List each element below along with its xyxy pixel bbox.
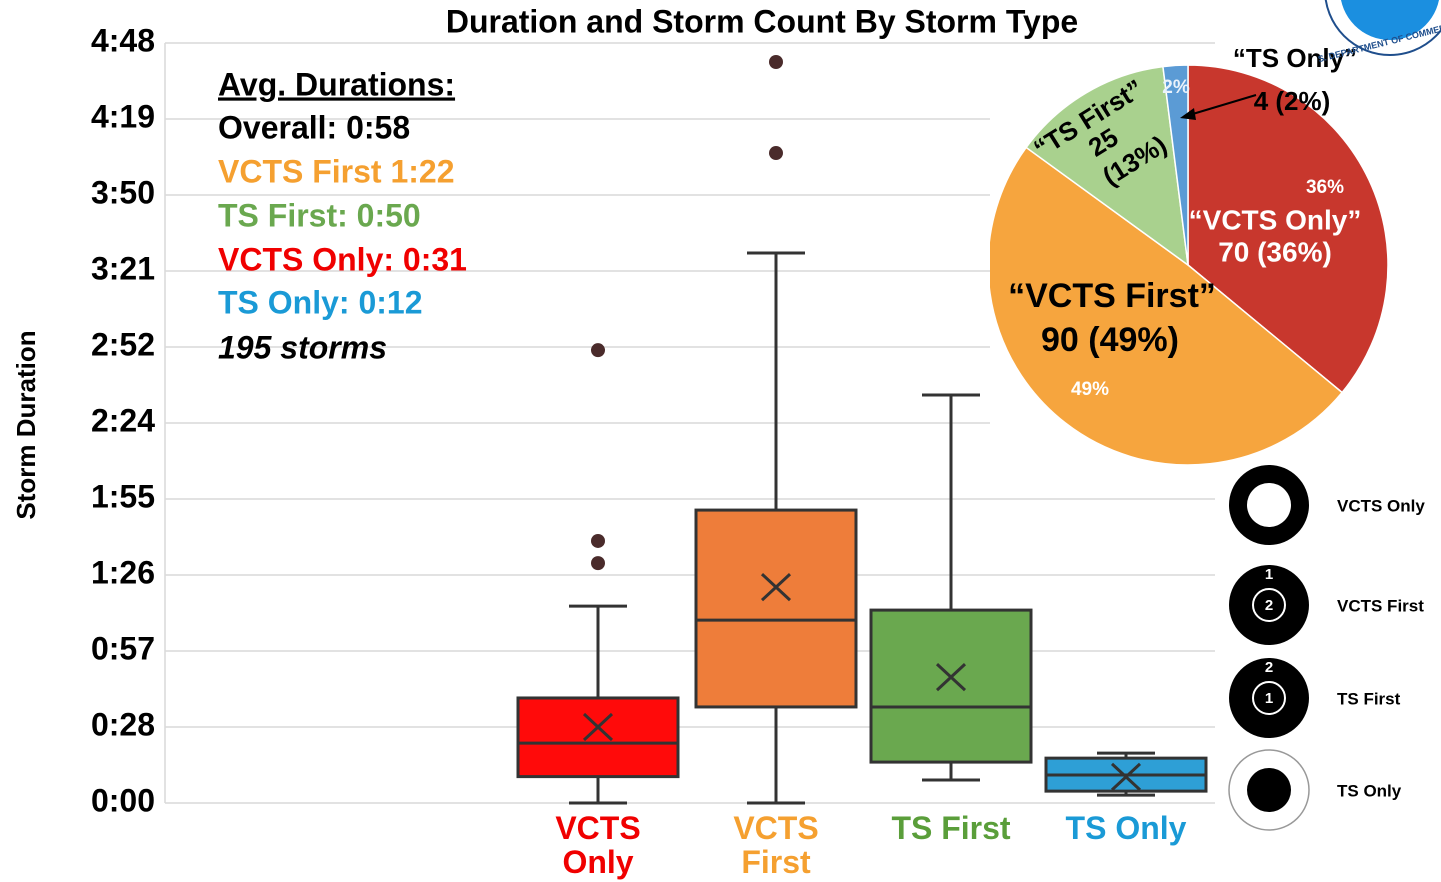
y-tick-label: 1:26: [91, 554, 155, 590]
outlier: [769, 55, 783, 69]
chart-title: Duration and Storm Count By Storm Type: [446, 3, 1078, 39]
slice-callout: 90 (49%): [1041, 321, 1179, 359]
annotation: 195 storms: [218, 329, 387, 365]
slice-percent: 36%: [1306, 177, 1344, 198]
icon-inner: [1252, 681, 1286, 715]
icon-inner-number: 1: [1265, 690, 1273, 707]
pie: [990, 64, 1441, 465]
y-tick-label: 4:19: [91, 98, 155, 134]
icon-inner: [1252, 588, 1286, 622]
annotation: Avg. Durations:: [218, 66, 455, 102]
annotation: VCTS Only: 0:31: [218, 241, 467, 277]
slice-name: “VCTS First”: [1008, 277, 1216, 315]
slice-callout: 70 (36%): [1218, 236, 1332, 267]
annotation: TS Only: 0:12: [218, 284, 423, 320]
x-tick-label: VCTS Only: [555, 810, 641, 880]
y-tick-label: 0:00: [91, 782, 155, 818]
icon-ring: [1229, 565, 1309, 645]
y-tick-label: 3:21: [91, 250, 155, 286]
slice-percent: 2%: [1162, 77, 1190, 98]
y-tick-label: 0:57: [91, 630, 155, 666]
logo-inner: [1341, 0, 1439, 40]
y-axis-label: Storm Duration: [11, 330, 41, 519]
slice-name: “VCTS Only”: [1189, 204, 1362, 235]
slice-callout: 4 (2%): [1254, 86, 1331, 116]
icon-core: [1247, 768, 1291, 812]
pie-slice: [990, 146, 1344, 465]
icon-hole: [1247, 483, 1291, 527]
pie-slice: [1187, 64, 1389, 394]
pie-slice: [1025, 65, 1189, 267]
mean-marker: [760, 573, 792, 602]
icon-inner-number: 2: [1265, 597, 1273, 614]
annotation: VCTS First 1:22: [218, 153, 455, 189]
annotation: Overall: 0:58: [218, 109, 410, 145]
legend-label: TS First: [1337, 689, 1401, 708]
mean-marker: [935, 663, 967, 692]
icon-outer-number: 2: [1265, 659, 1273, 676]
y-tick-label: 2:24: [91, 402, 155, 438]
mean-marker: [1110, 762, 1142, 791]
outlier: [769, 146, 783, 161]
x-tick-label: TS First: [891, 810, 1011, 846]
box: [694, 508, 858, 709]
legend-label: TS Only: [1337, 781, 1402, 800]
slice-percent: 49%: [1071, 379, 1109, 400]
mean-marker: [582, 712, 614, 742]
box: [516, 696, 680, 779]
outlier: [591, 343, 605, 358]
y-tick-label: 1:55: [91, 478, 155, 514]
y-tick-label: 2:52: [91, 326, 155, 362]
y-tick-label: 4:48: [91, 22, 155, 58]
y-tick-label: 0:28: [91, 706, 155, 742]
outlier: [591, 533, 605, 548]
icon-outer-number: 1: [1265, 566, 1273, 583]
x-tick-label: VCTS First: [733, 810, 819, 880]
pie-slice: [1162, 64, 1189, 266]
callout-arrowhead: [1180, 108, 1196, 120]
box: [869, 608, 1033, 764]
annotation: TS First: 0:50: [218, 197, 421, 233]
slice-name: “TS Only”: [1233, 43, 1357, 73]
x-tick-label: TS Only: [1065, 810, 1187, 846]
callout-arrow: [1185, 94, 1257, 117]
y-tick-label: 3:50: [91, 174, 155, 210]
outlier: [591, 556, 605, 571]
icon-ring: [1229, 658, 1309, 738]
legend-label: VCTS First: [1337, 596, 1424, 615]
legend-label: VCTS Only: [1337, 496, 1425, 515]
